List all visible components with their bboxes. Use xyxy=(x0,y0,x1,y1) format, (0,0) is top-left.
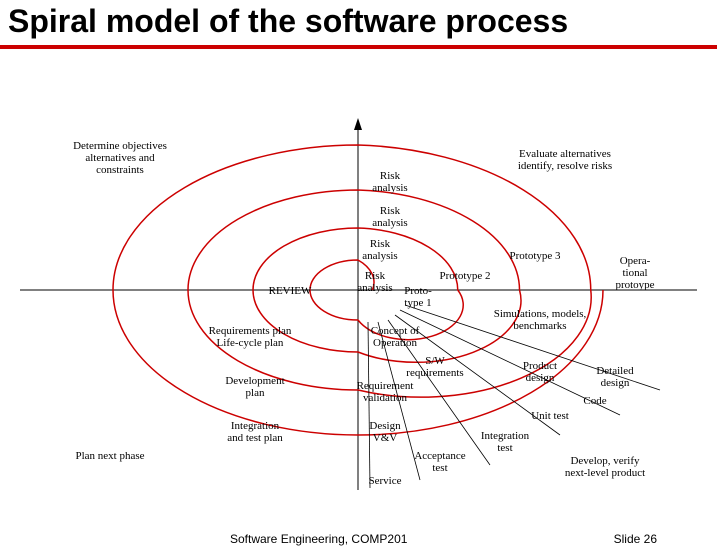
diagram-label-14: Requirement validation xyxy=(325,380,445,404)
spiral-diagram: Determine objectives alternatives and co… xyxy=(0,110,717,500)
diagram-label-0: Risk analysis xyxy=(330,170,450,194)
diagram-label-9: Requirements plan Life-cycle plan xyxy=(190,325,310,349)
page-title: Spiral model of the software process xyxy=(0,0,717,39)
diagram-label-16: Detailed design xyxy=(555,365,675,389)
diagram-label-22: Service xyxy=(325,475,445,487)
title-underline xyxy=(0,45,717,49)
diagram-label-20: Design V&V xyxy=(325,420,445,444)
quadrant-label-tr: Evaluate alternatives identify, resolve … xyxy=(505,148,625,172)
diagram-label-2: Risk analysis xyxy=(320,238,440,262)
footer-slide: Slide 26 xyxy=(614,532,657,546)
diagram-label-8: REVIEW xyxy=(230,285,350,297)
quadrant-label-br: Develop, verify next-level product xyxy=(545,455,665,479)
diagram-label-13: S/W requirements xyxy=(375,355,495,379)
diagram-label-10: Development plan xyxy=(195,375,315,399)
quadrant-label-tl: Determine objectives alternatives and co… xyxy=(60,140,180,176)
diagram-label-7: Opera- tional protoype xyxy=(575,255,695,291)
diagram-label-4: Proto- type 1 xyxy=(358,285,478,309)
diagram-label-11: Integration and test plan xyxy=(195,420,315,444)
diagram-label-18: Unit test xyxy=(490,410,610,422)
diagram-label-21: Acceptance test xyxy=(380,450,500,474)
diagram-label-12: Concept of Operation xyxy=(335,325,455,349)
diagram-label-1: Risk analysis xyxy=(330,205,450,229)
diagram-label-23: Simulations, models, benchmarks xyxy=(480,308,600,332)
quadrant-label-bl: Plan next phase xyxy=(50,450,170,462)
footer-course: Software Engineering, COMP201 xyxy=(230,532,407,546)
diagram-label-5: Prototype 2 xyxy=(405,270,525,282)
diagram-label-17: Code xyxy=(535,395,655,407)
